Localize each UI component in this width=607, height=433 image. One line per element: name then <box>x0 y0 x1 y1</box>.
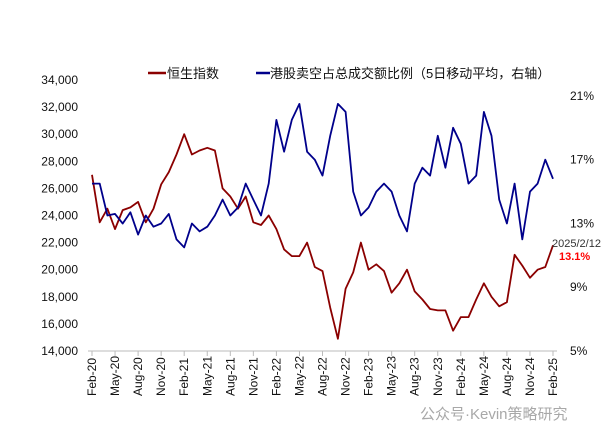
y-right-tick-label: 17% <box>570 153 594 167</box>
x-tick-label: May-21 <box>200 356 214 396</box>
y-left-tick-label: 18,000 <box>41 290 78 304</box>
x-tick-label: Feb-20 <box>85 358 99 396</box>
y-left-tick-label: 30,000 <box>41 127 78 141</box>
y-axis-left: 14,000 16,000 18,000 20,000 22,000 24,000 26,0… <box>41 73 78 358</box>
y-left-tick-label: 26,000 <box>41 181 78 195</box>
x-tick-label: May-23 <box>385 356 399 396</box>
watermark: 公众号·Kevin策略研究 <box>420 406 568 423</box>
y-right-tick-label: 5% <box>570 344 588 358</box>
y-left-tick-label: 20,000 <box>41 263 78 277</box>
x-tick-label: Feb-23 <box>362 358 376 396</box>
y-left-tick-label: 28,000 <box>41 154 78 168</box>
legend: 恒生指数 港股卖空占总成交额比例（5日移动平均，右轴） <box>148 66 550 81</box>
x-axis: Feb-20 May-20 Aug-20 Nov-20 Feb-21 May-21 Aug-… <box>85 350 560 396</box>
legend-label-hsi: 恒生指数 <box>167 66 219 81</box>
y-left-tick-label: 14,000 <box>41 344 78 358</box>
x-tick-label: Feb-25 <box>546 358 560 396</box>
x-tick-label: Aug-23 <box>408 357 422 396</box>
x-tick-label: May-24 <box>477 356 491 396</box>
x-tick-label: Nov-23 <box>431 357 445 396</box>
x-tick-label: Feb-24 <box>454 358 468 396</box>
series-lines <box>91 103 554 340</box>
x-tick-label: Nov-20 <box>154 357 168 396</box>
y-right-tick-label: 21% <box>570 89 594 103</box>
x-tick-label: Feb-21 <box>177 358 191 396</box>
x-tick-label: Aug-20 <box>131 357 145 396</box>
y-left-tick-label: 32,000 <box>41 100 78 114</box>
series-line-hsi <box>91 133 554 340</box>
x-tick-label: Aug-21 <box>223 357 237 396</box>
x-tick-label: Nov-24 <box>523 357 537 396</box>
y-left-tick-label: 34,000 <box>41 73 78 87</box>
y-right-tick-label: 13% <box>570 216 594 230</box>
annotation-date: 2025/2/12 <box>552 238 601 250</box>
x-tick-label: Aug-22 <box>316 357 330 396</box>
y-left-tick-label: 24,000 <box>41 209 78 223</box>
y-right-tick-label: 9% <box>570 280 588 294</box>
series-line-short-ratio <box>92 103 554 249</box>
y-axis-right: 5% 9% 13% 17% 21% <box>570 89 594 358</box>
y-left-tick-label: 16,000 <box>41 317 78 331</box>
x-tick-label: Nov-22 <box>339 357 353 396</box>
x-tick-label: May-20 <box>108 356 122 396</box>
legend-label-short-ratio: 港股卖空占总成交额比例（5日移动平均，右轴） <box>270 66 550 81</box>
x-tick-label: Nov-21 <box>246 357 260 396</box>
y-left-tick-label: 22,000 <box>41 236 78 250</box>
x-tick-label: Feb-22 <box>269 358 283 396</box>
x-tick-label: Aug-24 <box>500 357 514 396</box>
annotation-value: 13.1% <box>559 251 590 263</box>
x-tick-label: May-22 <box>292 356 306 396</box>
